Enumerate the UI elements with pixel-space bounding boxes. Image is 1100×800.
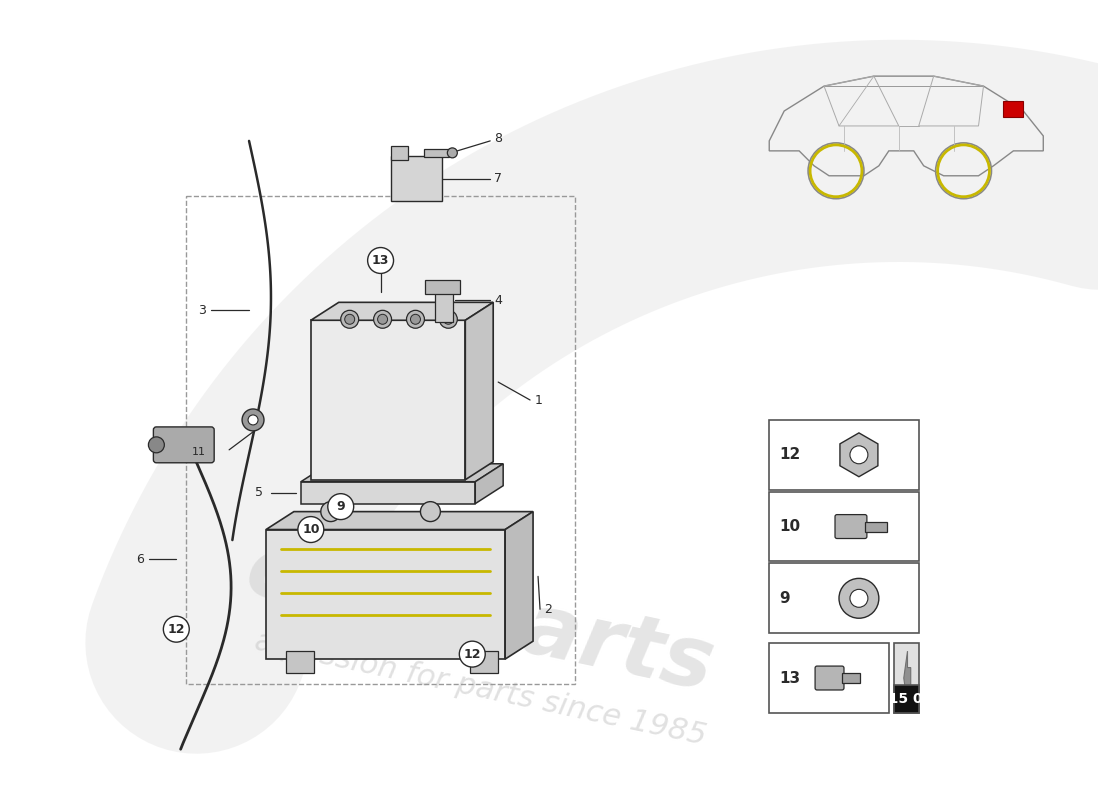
Bar: [1003, 101, 1023, 117]
Bar: [426, 281, 460, 294]
Circle shape: [328, 494, 354, 519]
Bar: [390, 146, 408, 160]
Bar: [769, 643, 889, 713]
Text: 13: 13: [372, 254, 389, 267]
Text: 10: 10: [779, 519, 801, 534]
Text: 8: 8: [494, 133, 503, 146]
Circle shape: [439, 310, 458, 328]
Text: 1: 1: [535, 394, 543, 406]
Circle shape: [850, 446, 868, 464]
Bar: [842, 673, 860, 683]
Circle shape: [344, 314, 354, 324]
Circle shape: [367, 247, 394, 274]
Polygon shape: [266, 512, 534, 530]
Bar: [286, 651, 313, 673]
Polygon shape: [505, 512, 534, 659]
Text: 12: 12: [463, 648, 481, 661]
Polygon shape: [840, 433, 878, 477]
FancyBboxPatch shape: [815, 666, 844, 690]
Text: 5: 5: [255, 486, 263, 499]
Text: europarts: europarts: [239, 529, 722, 710]
Text: 3: 3: [198, 304, 206, 317]
Text: 11: 11: [192, 447, 206, 457]
Text: 10: 10: [302, 523, 320, 536]
Bar: [186, 196, 575, 684]
Polygon shape: [904, 651, 911, 705]
Circle shape: [298, 517, 323, 542]
Bar: [471, 651, 498, 673]
Bar: [769, 492, 918, 562]
Bar: [390, 156, 442, 201]
Circle shape: [839, 578, 879, 618]
Bar: [769, 563, 918, 633]
Polygon shape: [301, 464, 503, 482]
Circle shape: [448, 148, 458, 158]
Bar: [769, 420, 918, 490]
Circle shape: [321, 502, 341, 522]
Bar: [894, 685, 918, 713]
Circle shape: [460, 641, 485, 667]
Text: 12: 12: [779, 447, 801, 462]
Polygon shape: [475, 464, 503, 504]
Circle shape: [443, 314, 453, 324]
Polygon shape: [465, 302, 493, 480]
Circle shape: [420, 502, 440, 522]
Text: 13: 13: [779, 670, 801, 686]
Circle shape: [850, 590, 868, 607]
Bar: [266, 530, 505, 659]
Text: 7: 7: [494, 172, 503, 186]
Bar: [301, 482, 475, 504]
Polygon shape: [311, 302, 493, 320]
Text: 2: 2: [544, 602, 552, 616]
Bar: [894, 643, 918, 713]
Text: 4: 4: [494, 294, 502, 307]
Circle shape: [341, 310, 359, 328]
Text: 12: 12: [167, 622, 185, 636]
Circle shape: [410, 314, 420, 324]
Bar: [311, 320, 465, 480]
Text: 9: 9: [337, 500, 345, 513]
Text: a passion for parts since 1985: a passion for parts since 1985: [252, 627, 708, 751]
Bar: [425, 149, 450, 157]
Circle shape: [374, 310, 392, 328]
Text: 6: 6: [136, 553, 144, 566]
FancyBboxPatch shape: [153, 427, 214, 462]
Text: 915 01: 915 01: [879, 692, 933, 706]
Circle shape: [407, 310, 425, 328]
Circle shape: [249, 415, 258, 425]
Circle shape: [163, 616, 189, 642]
Circle shape: [242, 409, 264, 431]
Circle shape: [377, 314, 387, 324]
FancyBboxPatch shape: [835, 514, 867, 538]
Bar: [436, 290, 453, 322]
Circle shape: [148, 437, 164, 453]
Bar: [865, 522, 887, 531]
Text: 9: 9: [779, 591, 790, 606]
